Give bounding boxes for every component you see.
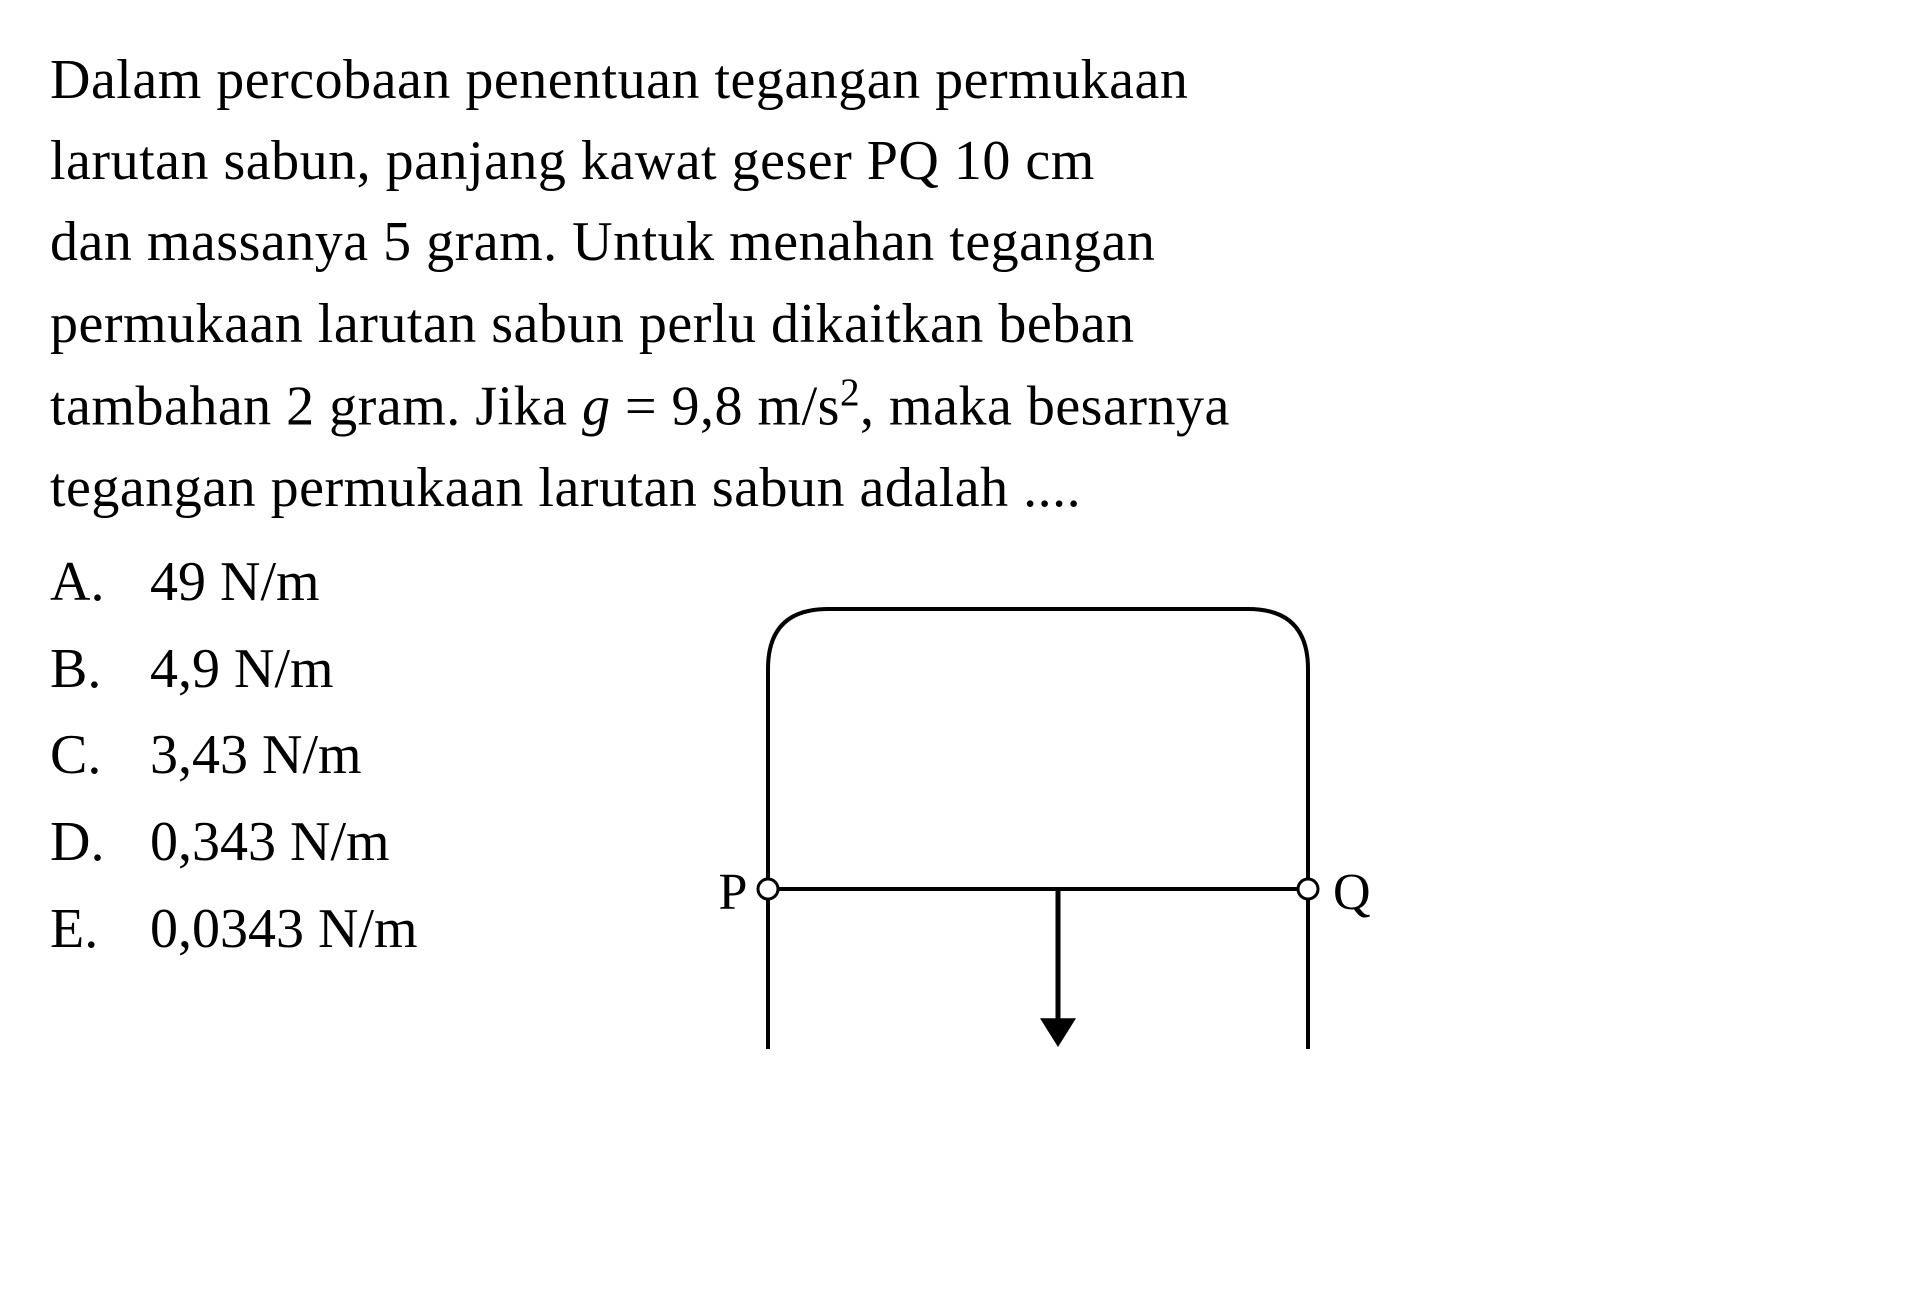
question-line-6: tegangan permukaan larutan sabun adalah …	[50, 448, 1867, 529]
joint-q-icon	[1298, 879, 1318, 899]
question-line-1: Dalam percobaan penentuan tegangan permu…	[50, 40, 1867, 121]
question-line-2: larutan sabun, panjang kawat geser PQ 10…	[50, 121, 1867, 202]
diagram: PQ	[478, 539, 1867, 1049]
option-a: A. 49 N/m	[50, 539, 418, 626]
option-letter: E.	[50, 886, 110, 973]
option-text: 49 N/m	[150, 539, 320, 626]
wire-frame-diagram: PQ	[678, 549, 1378, 1049]
question-line-5: tambahan 2 gram. Jika g = 9,8 m/s2, maka…	[50, 365, 1867, 448]
force-arrow-head-icon	[1040, 1018, 1076, 1047]
option-c: C. 3,43 N/m	[50, 712, 418, 799]
option-b: B. 4,9 N/m	[50, 626, 418, 713]
joint-p-icon	[758, 879, 778, 899]
question-text: Dalam percobaan penentuan tegangan permu…	[50, 40, 1867, 529]
option-letter: B.	[50, 626, 110, 713]
option-letter: C.	[50, 712, 110, 799]
option-letter: D.	[50, 799, 110, 886]
question-line-4: permukaan larutan sabun perlu dikaitkan …	[50, 284, 1867, 365]
label-q: Q	[1333, 864, 1371, 921]
options-list: A. 49 N/m B. 4,9 N/m C. 3,43 N/m D. 0,34…	[50, 539, 418, 973]
option-text: 0,0343 N/m	[150, 886, 418, 973]
option-text: 3,43 N/m	[150, 712, 362, 799]
option-e: E. 0,0343 N/m	[50, 886, 418, 973]
question-line-3: dan massanya 5 gram. Untuk menahan tegan…	[50, 202, 1867, 283]
option-d: D. 0,343 N/m	[50, 799, 418, 886]
label-p: P	[718, 864, 747, 921]
frame-path	[768, 609, 1308, 1049]
option-letter: A.	[50, 539, 110, 626]
option-text: 0,343 N/m	[150, 799, 390, 886]
option-text: 4,9 N/m	[150, 626, 334, 713]
